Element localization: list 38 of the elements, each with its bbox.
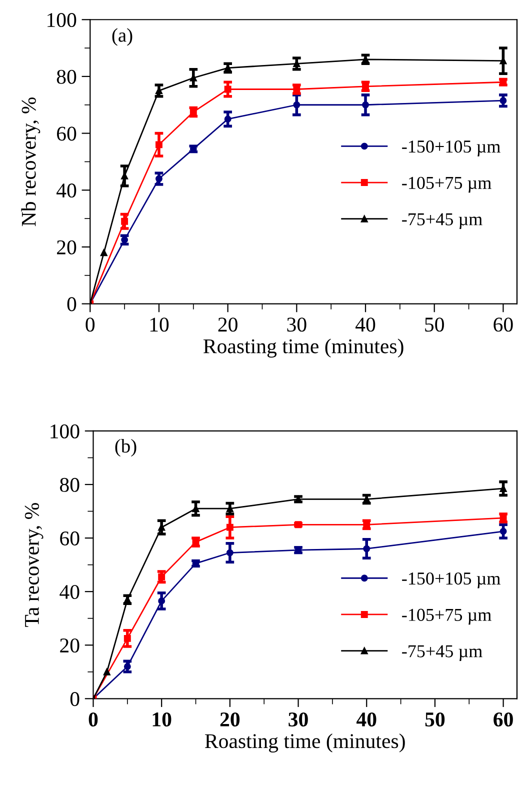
- y-tick-label: 20: [57, 240, 76, 254]
- annotation: (a): [112, 28, 132, 46]
- x-axis-title: Roasting time (minutes): [205, 734, 405, 752]
- y-tick-label: 100: [48, 13, 76, 28]
- legend-label: -75+45 µm: [402, 645, 482, 661]
- y-tick-label: 80: [56, 70, 76, 84]
- x-tick-label: 0: [88, 712, 98, 727]
- x-tick-label: 10: [150, 318, 169, 332]
- legend-label: -105+75 µm: [402, 176, 492, 193]
- y-tick-label: 0: [67, 297, 76, 312]
- x-tick-label: 60: [494, 712, 513, 727]
- y-tick-label: 60: [60, 531, 80, 546]
- y-tick-label: 80: [60, 478, 80, 492]
- x-axis-title: Roasting time (minutes): [203, 338, 404, 358]
- annotation: (b): [115, 438, 136, 457]
- legend-label: -75+45 µm: [402, 213, 482, 230]
- y-tick-label: 40: [60, 584, 80, 600]
- x-tick-label: 50: [425, 318, 444, 332]
- x-tick-label: 60: [494, 318, 513, 332]
- x-tick-label: 20: [220, 712, 240, 727]
- y-tick-label: 20: [60, 638, 80, 653]
- y-tick-label: 0: [70, 692, 80, 706]
- legend-label: -150+105 µm: [402, 572, 500, 588]
- x-tick-label: 20: [218, 318, 238, 332]
- x-tick-label: 0: [86, 318, 95, 332]
- legend-label: -150+105 µm: [402, 140, 500, 156]
- y-axis-title: Nb recovery, %: [21, 97, 40, 226]
- y-tick-label: 60: [57, 126, 76, 141]
- x-tick-label: 10: [152, 712, 172, 727]
- x-tick-label: 40: [356, 318, 376, 332]
- x-tick-label: 40: [356, 712, 376, 727]
- y-tick-label: 100: [50, 424, 80, 438]
- legend-label: -105+75 µm: [402, 608, 492, 625]
- y-axis-title: Ta recovery, %: [24, 503, 44, 627]
- y-tick-label: 40: [56, 184, 76, 198]
- x-tick-label: 30: [288, 712, 308, 727]
- x-tick-label: 30: [287, 318, 306, 332]
- x-tick-label: 50: [425, 712, 445, 727]
